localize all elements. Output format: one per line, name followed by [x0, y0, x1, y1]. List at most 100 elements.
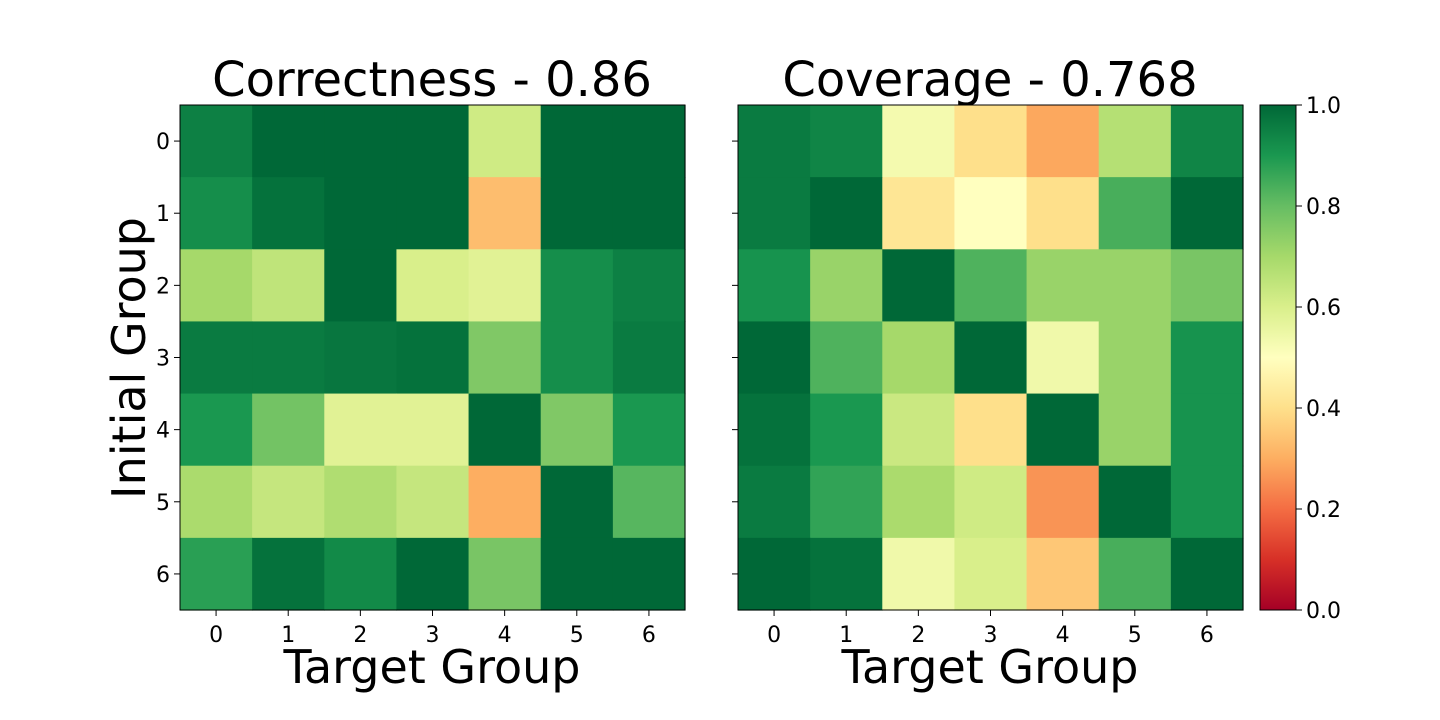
heatmap-cell: [180, 177, 253, 250]
heatmap-cell: [738, 465, 811, 539]
heatmap-cell: [810, 393, 883, 467]
x-tick-label: 4: [498, 623, 512, 648]
heatmap-cell: [882, 177, 956, 250]
heatmap-cell: [1026, 249, 1100, 323]
heatmap-cell: [468, 537, 542, 611]
y-tick-label: 3: [156, 347, 170, 372]
heatmap-cell: [1170, 321, 1244, 395]
heatmap-cell: [612, 249, 686, 323]
heatmap-cell: [882, 105, 956, 178]
heatmap-cell: [1026, 537, 1100, 611]
heatmap-cell: [954, 537, 1028, 611]
heatmap-cell: [1098, 537, 1172, 611]
heatmap-cell: [810, 105, 883, 178]
y-tick-label: 5: [156, 491, 170, 516]
heatmap-cell: [252, 321, 325, 395]
heatmap-cell: [324, 465, 398, 539]
heatmap-cell: [324, 249, 398, 323]
heatmap-cell: [324, 177, 398, 250]
y-tick-label: 1: [156, 202, 170, 227]
heatmap-cell: [324, 105, 398, 178]
heatmap-cell: [468, 465, 542, 539]
heatmap-cell: [954, 465, 1028, 539]
heatmap-cell: [1026, 321, 1100, 395]
heatmap-cell: [882, 537, 956, 611]
correctness-x-ticks: 0 1 2 3 4 5 6: [209, 610, 656, 648]
heatmap-cell: [540, 393, 614, 467]
x-tick-label: 3: [426, 623, 440, 648]
heatmap-cell: [954, 321, 1028, 395]
heatmap-cell: [1026, 465, 1100, 539]
heatmap-cell: [1098, 321, 1172, 395]
heatmap-cell: [1098, 177, 1172, 250]
heatmap-cell: [1098, 249, 1172, 323]
heatmap-cell: [180, 321, 253, 395]
heatmap-cell: [180, 393, 253, 467]
heatmap-cell: [738, 105, 811, 178]
coverage-x-ticks: 0 1 2 3 4 5 6: [767, 610, 1214, 648]
x-tick-label: 5: [570, 623, 584, 648]
heatmap-cell: [954, 393, 1028, 467]
heatmap-cell: [252, 537, 325, 611]
heatmap-cell: [540, 177, 614, 250]
heatmap-cell: [468, 105, 542, 178]
coverage-x-label: Target Group: [841, 640, 1139, 694]
heatmap-cell: [882, 249, 956, 323]
heatmap-cell: [810, 465, 883, 539]
heatmap-cell: [540, 105, 614, 178]
coverage-title: Coverage - 0.768: [782, 52, 1197, 108]
heatmap-cell: [1170, 249, 1244, 323]
y-tick-label: 2: [156, 274, 170, 299]
colorbar-tick-label: 0.8: [1306, 195, 1341, 220]
heatmap-cell: [738, 393, 811, 467]
heatmap-cell: [252, 105, 325, 178]
heatmap-cell: [1026, 177, 1100, 250]
heatmap-cell: [612, 537, 686, 611]
heatmap-cell: [612, 321, 686, 395]
x-tick-label: 4: [1056, 623, 1070, 648]
heatmap-cell: [324, 321, 398, 395]
heatmap-cell: [396, 105, 470, 178]
colorbar-tick-label: 0.2: [1306, 498, 1341, 523]
heatmap-cell: [252, 393, 325, 467]
heatmap-cell: [324, 537, 398, 611]
heatmap-cell: [252, 465, 325, 539]
heatmap-cell: [252, 249, 325, 323]
heatmap-cell: [1098, 105, 1172, 178]
heatmap-cell: [396, 537, 470, 611]
heatmap-cell: [1170, 105, 1244, 178]
heatmap-cell: [468, 393, 542, 467]
x-tick-label: 2: [911, 623, 925, 648]
heatmap-cell: [882, 393, 956, 467]
colorbar-tick-label: 0.6: [1306, 296, 1341, 321]
heatmap-cell: [810, 537, 883, 611]
x-tick-label: 2: [353, 623, 367, 648]
heatmap-cell: [1026, 393, 1100, 467]
heatmap-cell: [468, 249, 542, 323]
x-tick-label: 6: [1200, 623, 1214, 648]
x-tick-label: 5: [1128, 623, 1142, 648]
heatmap-cell: [882, 321, 956, 395]
x-tick-label: 3: [984, 623, 998, 648]
correctness-heatmap-cells: [180, 105, 686, 611]
heatmap-cell: [738, 249, 811, 323]
colorbar-tick-label: 0.0: [1306, 599, 1341, 624]
colorbar: 0.0 0.2 0.4 0.6 0.8 1.0: [1259, 94, 1341, 624]
heatmap-cell: [468, 177, 542, 250]
heatmap-cell: [612, 393, 686, 467]
heatmap-cell: [540, 465, 614, 539]
coverage-panel: Coverage - 0.768 0 1 2 3 4 5 6 Target Group: [732, 52, 1244, 694]
heatmap-cell: [612, 105, 686, 178]
heatmap-cell: [396, 177, 470, 250]
heatmap-cell: [396, 321, 470, 395]
correctness-title: Correctness - 0.86: [212, 52, 652, 108]
heatmap-cell: [810, 249, 883, 323]
y-axis-label: Initial Group: [102, 217, 156, 499]
y-tick-label: 6: [156, 563, 170, 588]
heatmap-cell: [954, 105, 1028, 178]
heatmap-cell: [180, 537, 253, 611]
heatmap-cell: [954, 177, 1028, 250]
y-tick-label: 4: [156, 419, 170, 444]
heatmap-cell: [1170, 177, 1244, 250]
